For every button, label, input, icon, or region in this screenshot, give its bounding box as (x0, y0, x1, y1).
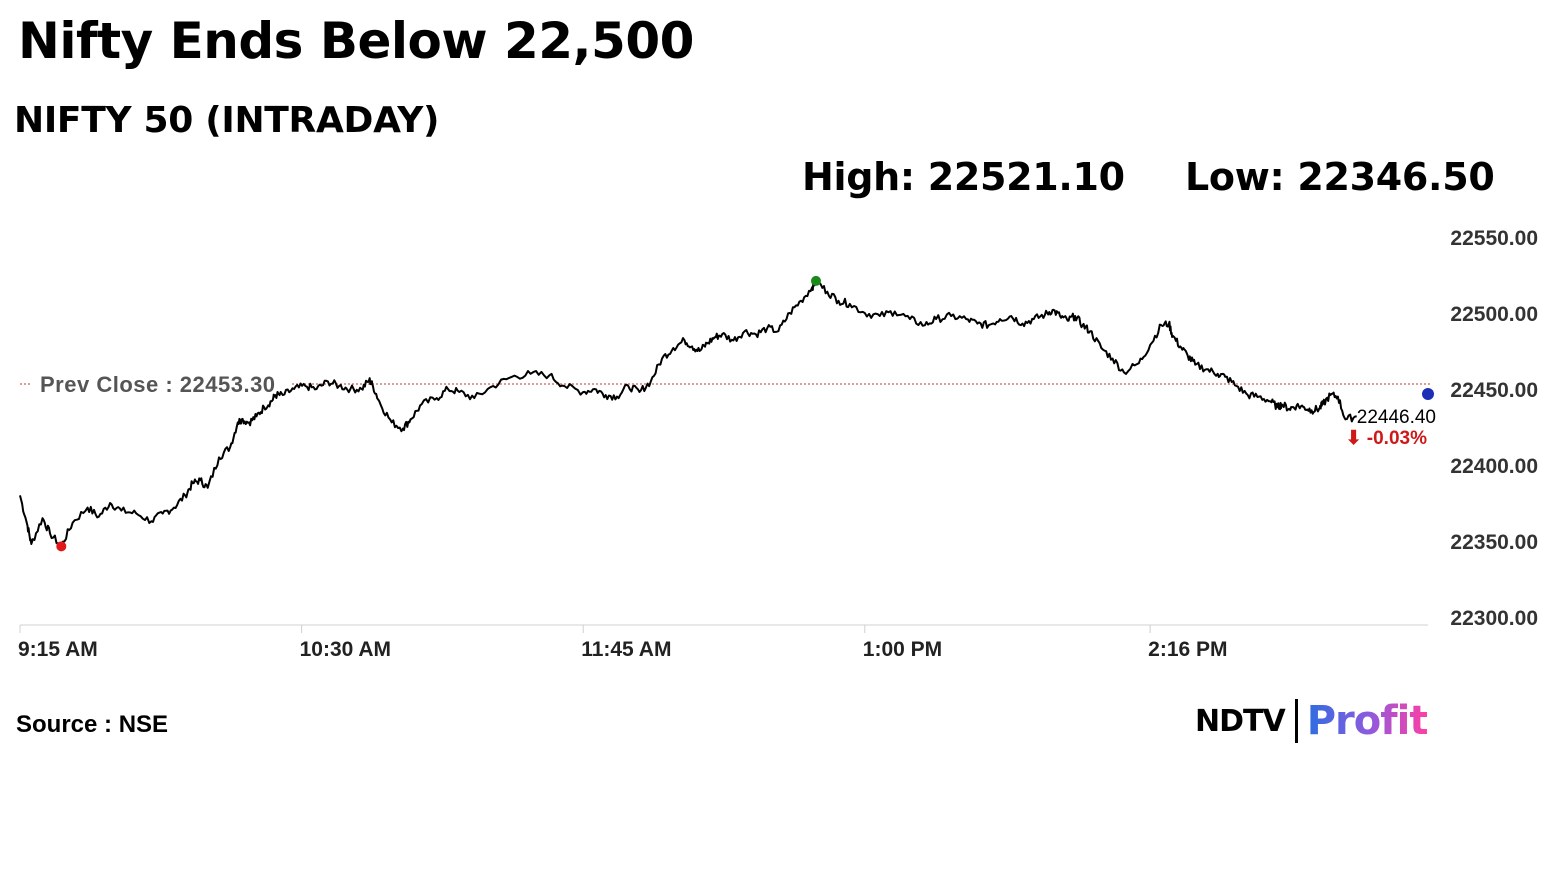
change-percent-label: ⬇ -0.03% (1346, 428, 1428, 449)
marker-group: 22446.40⬇ -0.03% (56, 275, 1436, 552)
logo-ndtv-text: NDTV (1195, 703, 1286, 739)
day-high-stat: High: 22521.10 (802, 155, 1125, 199)
prev-close-label-bg (30, 369, 292, 398)
x-tick-label: 9:15 AM (18, 638, 98, 661)
y-tick-label: 22450.00 (1450, 379, 1538, 402)
x-tick-label: 1:00 PM (863, 638, 942, 661)
day-high-marker (810, 275, 821, 286)
y-tick-label: 22400.00 (1450, 455, 1538, 478)
y-tick-label: 22550.00 (1450, 227, 1538, 250)
last-price-label: 22446.40 (1357, 407, 1436, 428)
y-tick-label: 22350.00 (1450, 531, 1538, 554)
y-tick-label: 22500.00 (1450, 303, 1538, 326)
prev-close-label: Prev Close : 22453.30 (40, 372, 276, 397)
x-tick-label: 2:16 PM (1148, 638, 1227, 661)
ndtv-profit-logo: NDTV Profit (1195, 697, 1429, 745)
last-price-marker (1422, 387, 1434, 400)
prev-close-group: Prev Close : 22453.30 (20, 369, 1432, 398)
chart-title: Nifty Ends Below 22,500 (18, 12, 694, 70)
chart-axes: 9:15 AM 10:30 AM 11:45 AM 1:00 PM 2:16 PM 225… (18, 227, 1538, 661)
day-low-stat: Low: 22346.50 (1185, 155, 1495, 199)
price-series-group (19, 277, 1357, 548)
y-tick-label: 22300.00 (1450, 607, 1538, 630)
day-low-marker (56, 541, 67, 552)
x-tick-label: 11:45 AM (581, 638, 671, 661)
source-note: Source : NSE (16, 711, 169, 738)
chart-subtitle: NIFTY 50 (INTRADAY) (14, 100, 440, 141)
price-line (19, 277, 1357, 548)
logo-profit-text: Profit (1306, 698, 1429, 744)
logo-divider (1294, 699, 1298, 743)
x-tick-label: 10:30 AM (300, 638, 391, 661)
